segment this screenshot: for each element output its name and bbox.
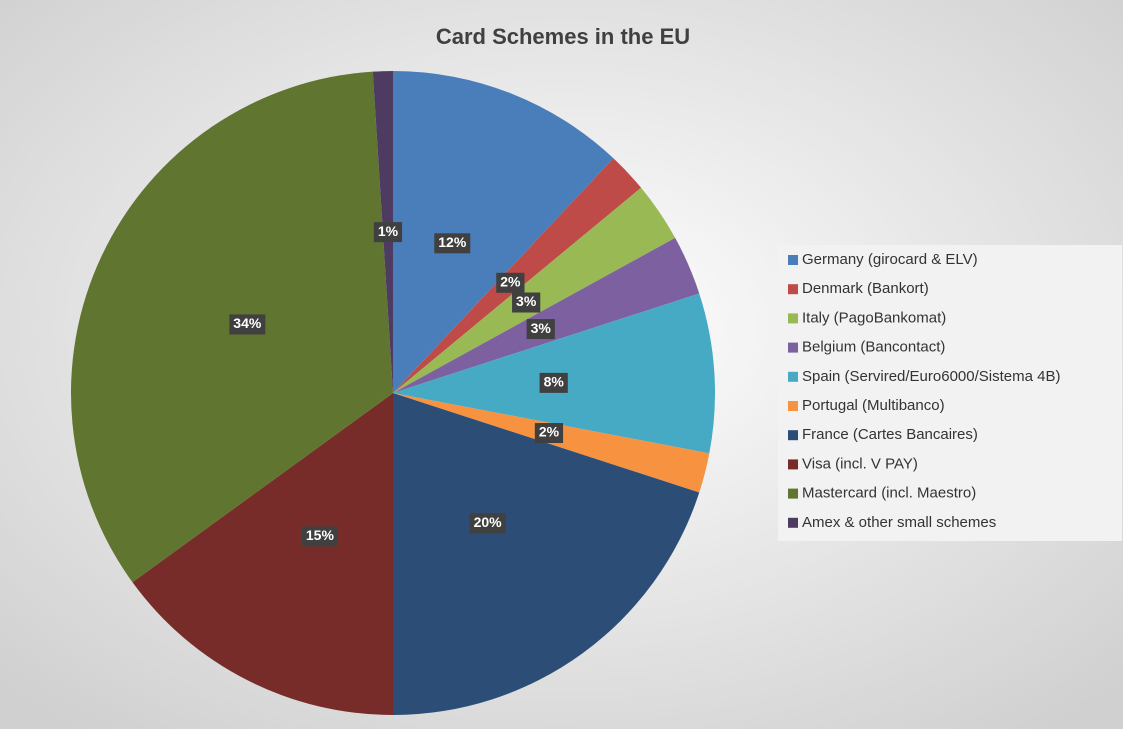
legend-label: Visa (incl. V PAY)	[802, 455, 918, 472]
data-label: 15%	[306, 527, 335, 543]
data-label: 8%	[544, 374, 565, 390]
data-label-box	[434, 233, 471, 254]
legend-swatch	[788, 371, 798, 382]
legend-label: Belgium (Bancontact)	[802, 339, 945, 356]
legend-label: Italy (PagoBankomat)	[802, 309, 946, 326]
data-label: 34%	[233, 315, 262, 331]
data-label: 3%	[531, 320, 552, 336]
legend-label: Mastercard (incl. Maestro)	[802, 485, 976, 502]
pie-slice	[393, 393, 700, 715]
legend-swatch	[788, 430, 798, 441]
data-label-box	[229, 314, 266, 335]
pie-slice	[393, 237, 700, 393]
legend-label: Amex & other small schemes	[802, 514, 996, 531]
data-label: 12%	[438, 234, 467, 250]
legend-label: Germany (girocard & ELV)	[802, 251, 978, 268]
data-label: 2%	[539, 424, 560, 440]
data-label-box	[301, 526, 338, 547]
data-label: 3%	[516, 293, 537, 309]
data-label-box	[496, 272, 525, 293]
legend-swatch	[788, 488, 798, 499]
chart-title: Card Schemes in the EU	[436, 24, 690, 49]
pie-slice	[393, 71, 614, 393]
legend-swatch	[788, 284, 798, 295]
legend-swatch	[788, 255, 798, 265]
legend-label: Denmark (Bankort)	[802, 280, 929, 297]
legend-label: Spain (Servired/Euro6000/Sistema 4B)	[802, 368, 1060, 385]
data-label: 1%	[378, 223, 399, 239]
pie-slice	[393, 187, 676, 393]
data-label-box	[512, 292, 541, 313]
data-label-box	[469, 513, 506, 534]
data-label-box	[526, 319, 555, 340]
legend-swatch	[788, 401, 798, 411]
legend	[778, 245, 1122, 541]
data-label-box	[373, 222, 403, 243]
data-label-box	[539, 372, 568, 393]
data-label: 2%	[500, 273, 521, 289]
legend-label: France (Cartes Bancaires)	[802, 426, 978, 443]
legend-swatch	[788, 313, 798, 324]
legend-swatch	[788, 342, 798, 353]
legend-label: Portugal (Multibanco)	[802, 397, 945, 414]
data-label-box	[534, 423, 564, 444]
legend-swatch	[788, 459, 798, 470]
pie-slice	[132, 393, 393, 715]
data-label: 20%	[474, 514, 503, 530]
legend-swatch	[788, 517, 798, 528]
